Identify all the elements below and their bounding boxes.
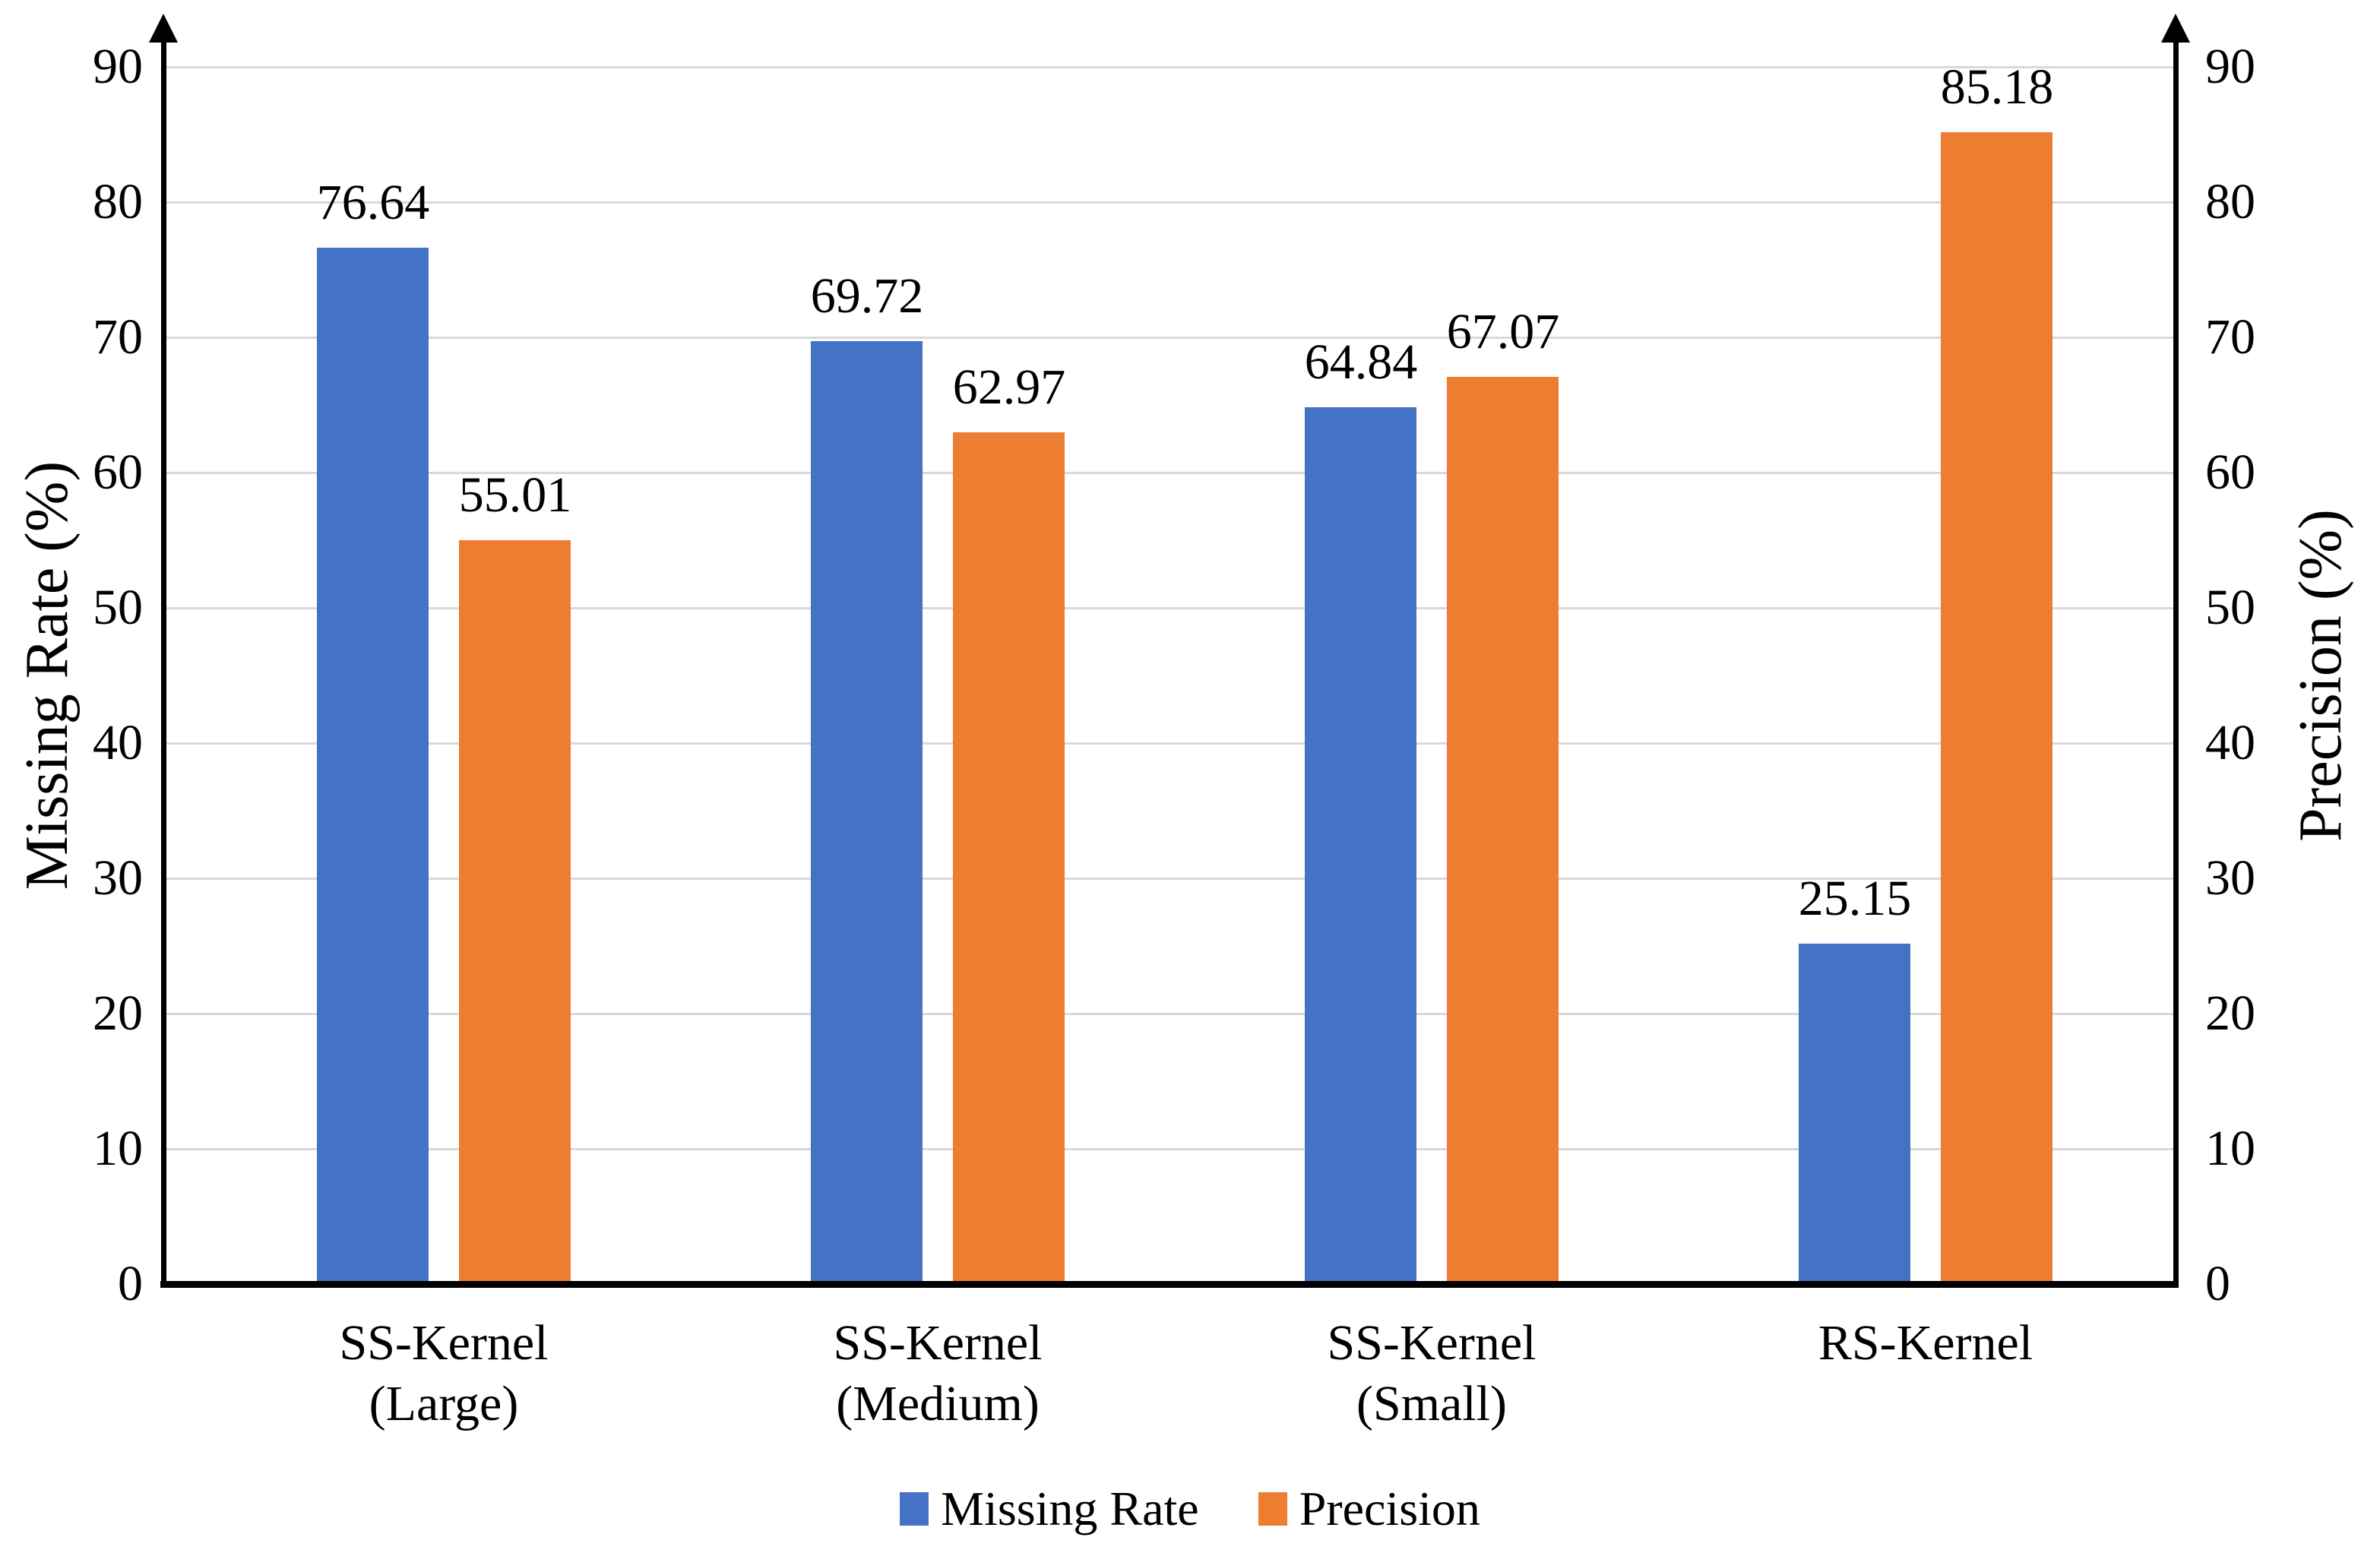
- left-axis-tick-60: 60: [93, 444, 143, 500]
- right-axis-arrow-icon: [2161, 14, 2190, 43]
- precision-value-label-ss-kernel-medium: 62.97: [952, 359, 1066, 415]
- gridline-70: [163, 337, 2176, 339]
- right-axis-title: Precision (%): [2287, 509, 2354, 842]
- gridline-10: [163, 1148, 2176, 1150]
- left-axis-tick-70: 70: [93, 309, 143, 365]
- category-label-ss-kernel-large: SS-Kernel (Large): [339, 1315, 549, 1431]
- left-axis-title: Missing Rate (%): [14, 460, 81, 890]
- category-label-ss-kernel-small: SS-Kernel (Small): [1327, 1315, 1537, 1431]
- x-axis-line: [160, 1281, 2179, 1288]
- legend-label-precision: Precision: [1299, 1482, 1480, 1536]
- left-axis-arrow-icon: [149, 14, 178, 43]
- missing-rate-value-label-ss-kernel-medium: 69.72: [810, 268, 924, 324]
- missing-rate-bar-ss-kernel-large: [317, 248, 429, 1284]
- missing-rate-value-label-rs-kernel: 25.15: [1798, 871, 1912, 926]
- missing-rate-bar-ss-kernel-small: [1305, 407, 1416, 1284]
- precision-bar-ss-kernel-medium: [953, 432, 1065, 1284]
- missing-rate-value-label-ss-kernel-large: 76.64: [316, 175, 430, 230]
- right-axis-tick-30: 30: [2205, 850, 2255, 906]
- right-axis-tick-60: 60: [2205, 444, 2255, 500]
- right-axis-tick-50: 50: [2205, 580, 2255, 635]
- left-axis-tick-10: 10: [93, 1121, 143, 1176]
- precision-value-label-ss-kernel-large: 55.01: [458, 467, 572, 523]
- gridline-20: [163, 1013, 2176, 1015]
- right-axis-tick-0: 0: [2205, 1256, 2230, 1311]
- right-axis-line: [2173, 38, 2179, 1288]
- right-axis-tick-90: 90: [2205, 39, 2255, 94]
- left-axis-tick-80: 80: [93, 174, 143, 229]
- left-axis-tick-90: 90: [93, 39, 143, 94]
- legend-swatch-missing-rate: [900, 1492, 929, 1526]
- gridline-30: [163, 878, 2176, 880]
- left-axis-tick-20: 20: [93, 985, 143, 1041]
- precision-value-label-rs-kernel: 85.18: [1940, 59, 2054, 115]
- legend-swatch-precision: [1258, 1492, 1287, 1526]
- legend: Missing Rate Precision: [0, 1482, 2380, 1536]
- precision-value-label-ss-kernel-small: 67.07: [1446, 304, 1560, 359]
- legend-item-precision: Precision: [1258, 1482, 1480, 1536]
- right-axis-tick-70: 70: [2205, 309, 2255, 365]
- left-axis-line: [161, 38, 166, 1288]
- gridline-80: [163, 201, 2176, 204]
- legend-label-missing-rate: Missing Rate: [941, 1482, 1199, 1536]
- left-axis-tick-30: 30: [93, 850, 143, 906]
- gridline-40: [163, 742, 2176, 745]
- right-axis-tick-20: 20: [2205, 985, 2255, 1041]
- precision-bar-rs-kernel: [1941, 132, 2052, 1284]
- left-axis-tick-40: 40: [93, 715, 143, 770]
- right-axis-tick-80: 80: [2205, 174, 2255, 229]
- precision-bar-ss-kernel-large: [459, 540, 571, 1284]
- gridline-60: [163, 472, 2176, 474]
- left-axis-tick-50: 50: [93, 580, 143, 635]
- legend-item-missing-rate: Missing Rate: [900, 1482, 1199, 1536]
- missing-rate-bar-ss-kernel-medium: [811, 341, 923, 1284]
- gridline-90: [163, 66, 2176, 68]
- missing-rate-value-label-ss-kernel-small: 64.84: [1304, 334, 1418, 390]
- left-axis-tick-0: 0: [118, 1256, 143, 1311]
- precision-bar-ss-kernel-small: [1447, 377, 1559, 1284]
- right-axis-tick-40: 40: [2205, 715, 2255, 770]
- category-label-ss-kernel-medium: SS-Kernel (Medium): [833, 1315, 1043, 1431]
- right-axis-tick-10: 10: [2205, 1121, 2255, 1176]
- category-label-rs-kernel: RS-Kernel: [1818, 1315, 2033, 1371]
- missing-rate-bar-rs-kernel: [1799, 944, 1910, 1284]
- gridline-50: [163, 607, 2176, 609]
